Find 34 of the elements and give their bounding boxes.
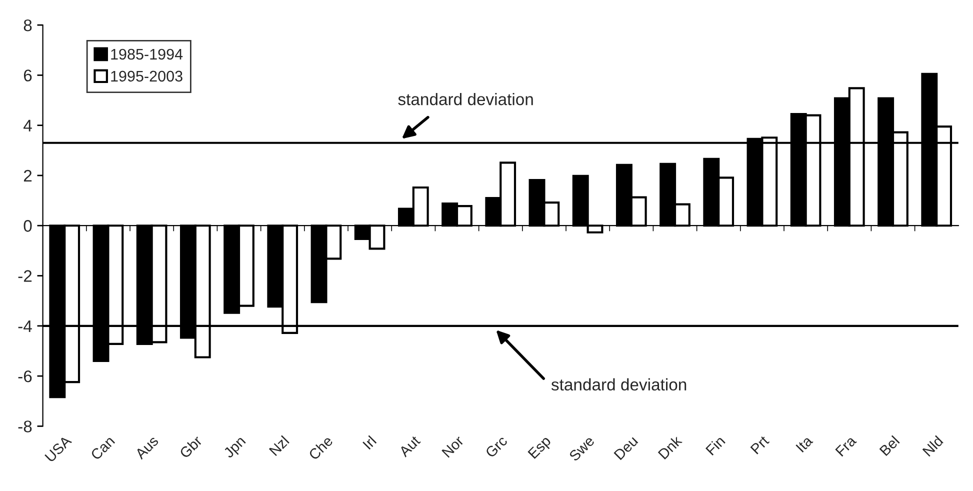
x-tick-label: Prt (750, 434, 770, 454)
x-tick-label: Che (308, 434, 334, 460)
x-tick-label: Aus (134, 435, 160, 460)
legend-label: 1995-2003 (111, 70, 182, 82)
x-tick-label: Gbr (178, 434, 203, 459)
ref-line-label: standard deviation (551, 378, 686, 391)
y-tick-label: 4 (24, 120, 32, 132)
x-tick-label: Irl (362, 435, 377, 450)
x-tick-label: Jpn (222, 436, 248, 461)
x-tick-label: Grc (484, 435, 508, 458)
x-tick-label: Fra (835, 434, 857, 457)
x-tick-label: Nor (442, 435, 464, 458)
x-tick-label: Can (90, 435, 116, 460)
y-tick-label: 8 (24, 19, 32, 32)
y-tick-label: -6 (18, 370, 32, 382)
legend-label: 1985-1994 (111, 48, 183, 60)
x-tick-label: Swe (568, 435, 595, 462)
x-tick-label: Nld (922, 435, 944, 457)
x-tick-label: Fin (705, 435, 726, 456)
y-tick-label: -8 (18, 420, 32, 432)
y-tick-label: -2 (18, 270, 32, 282)
y-tick-label: 2 (24, 170, 32, 182)
x-tick-label: Dnk (658, 434, 682, 460)
x-tick-label: USA (44, 434, 72, 463)
x-tick-label: Deu (614, 436, 638, 460)
x-tick-label: Nzl (268, 435, 290, 456)
y-tick-label: -4 (18, 320, 32, 332)
x-tick-label: Ita (796, 434, 814, 453)
x-tick-label: Bel (878, 435, 900, 456)
x-tick-label: Esp (528, 435, 554, 462)
y-tick-label: 0 (24, 220, 32, 232)
x-tick-label: Aut (398, 434, 421, 458)
ref-line-label: standard deviation (398, 92, 533, 106)
y-tick-label: 6 (24, 70, 32, 82)
